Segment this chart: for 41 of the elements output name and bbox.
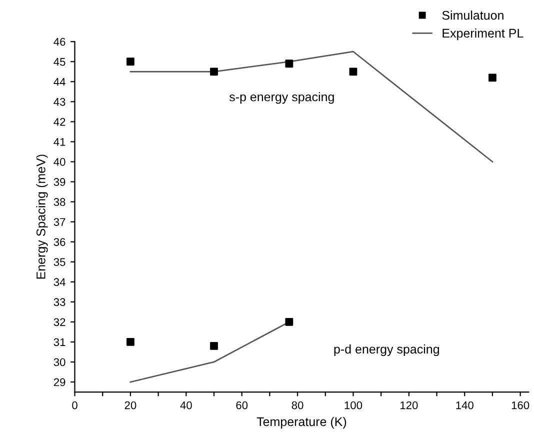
point (285, 60, 294, 68)
x-tick-label: 100 (344, 401, 362, 410)
y-tick-label: 40 (54, 158, 66, 166)
point (285, 318, 294, 326)
y-tick-label: 45 (54, 58, 66, 66)
point (126, 338, 134, 346)
y-tick-label: 35 (54, 258, 66, 266)
x-tick-label: 0 (72, 401, 78, 410)
y-tick-label: 34 (54, 278, 66, 286)
x-tick-label: 20 (124, 401, 136, 410)
x-axis-title: Temperature (K) (256, 416, 346, 429)
point (210, 342, 218, 350)
x-tick-label: 60 (236, 401, 248, 410)
annotation: p-d energy spacing (334, 344, 439, 356)
legend-label: Experiment PL (442, 28, 524, 40)
y-tick-label: 46 (54, 38, 66, 46)
point (349, 68, 358, 76)
y-tick-label: 42 (54, 118, 66, 126)
point (210, 68, 218, 76)
x-tick-label: 160 (512, 401, 530, 410)
y-tick-label: 44 (54, 78, 66, 86)
x-tick-label: 120 (400, 401, 418, 410)
y-tick-label: 38 (54, 198, 66, 206)
y-tick-label: 31 (54, 338, 66, 346)
y-tick-label: 32 (54, 318, 66, 326)
y-tick-label: 30 (54, 358, 66, 366)
y-tick-label: 33 (54, 298, 66, 306)
y-axis-title: Energy Spacing (meV) (36, 154, 48, 279)
y-tick-label: 41 (54, 138, 66, 146)
x-tick-label: 80 (292, 401, 304, 410)
y-tick-label: 36 (54, 238, 66, 246)
y-tick-label: 37 (54, 218, 66, 226)
x-tick-label: 140 (456, 401, 474, 410)
legend-label: Simulatuon (442, 10, 504, 20)
y-tick-label: 43 (54, 98, 66, 106)
annotation: s-p energy spacing (229, 92, 334, 104)
y-tick-label: 39 (54, 178, 66, 186)
point (126, 58, 134, 66)
y-tick-label: 29 (54, 378, 66, 386)
x-tick-label: 40 (180, 401, 192, 410)
point (488, 74, 496, 82)
